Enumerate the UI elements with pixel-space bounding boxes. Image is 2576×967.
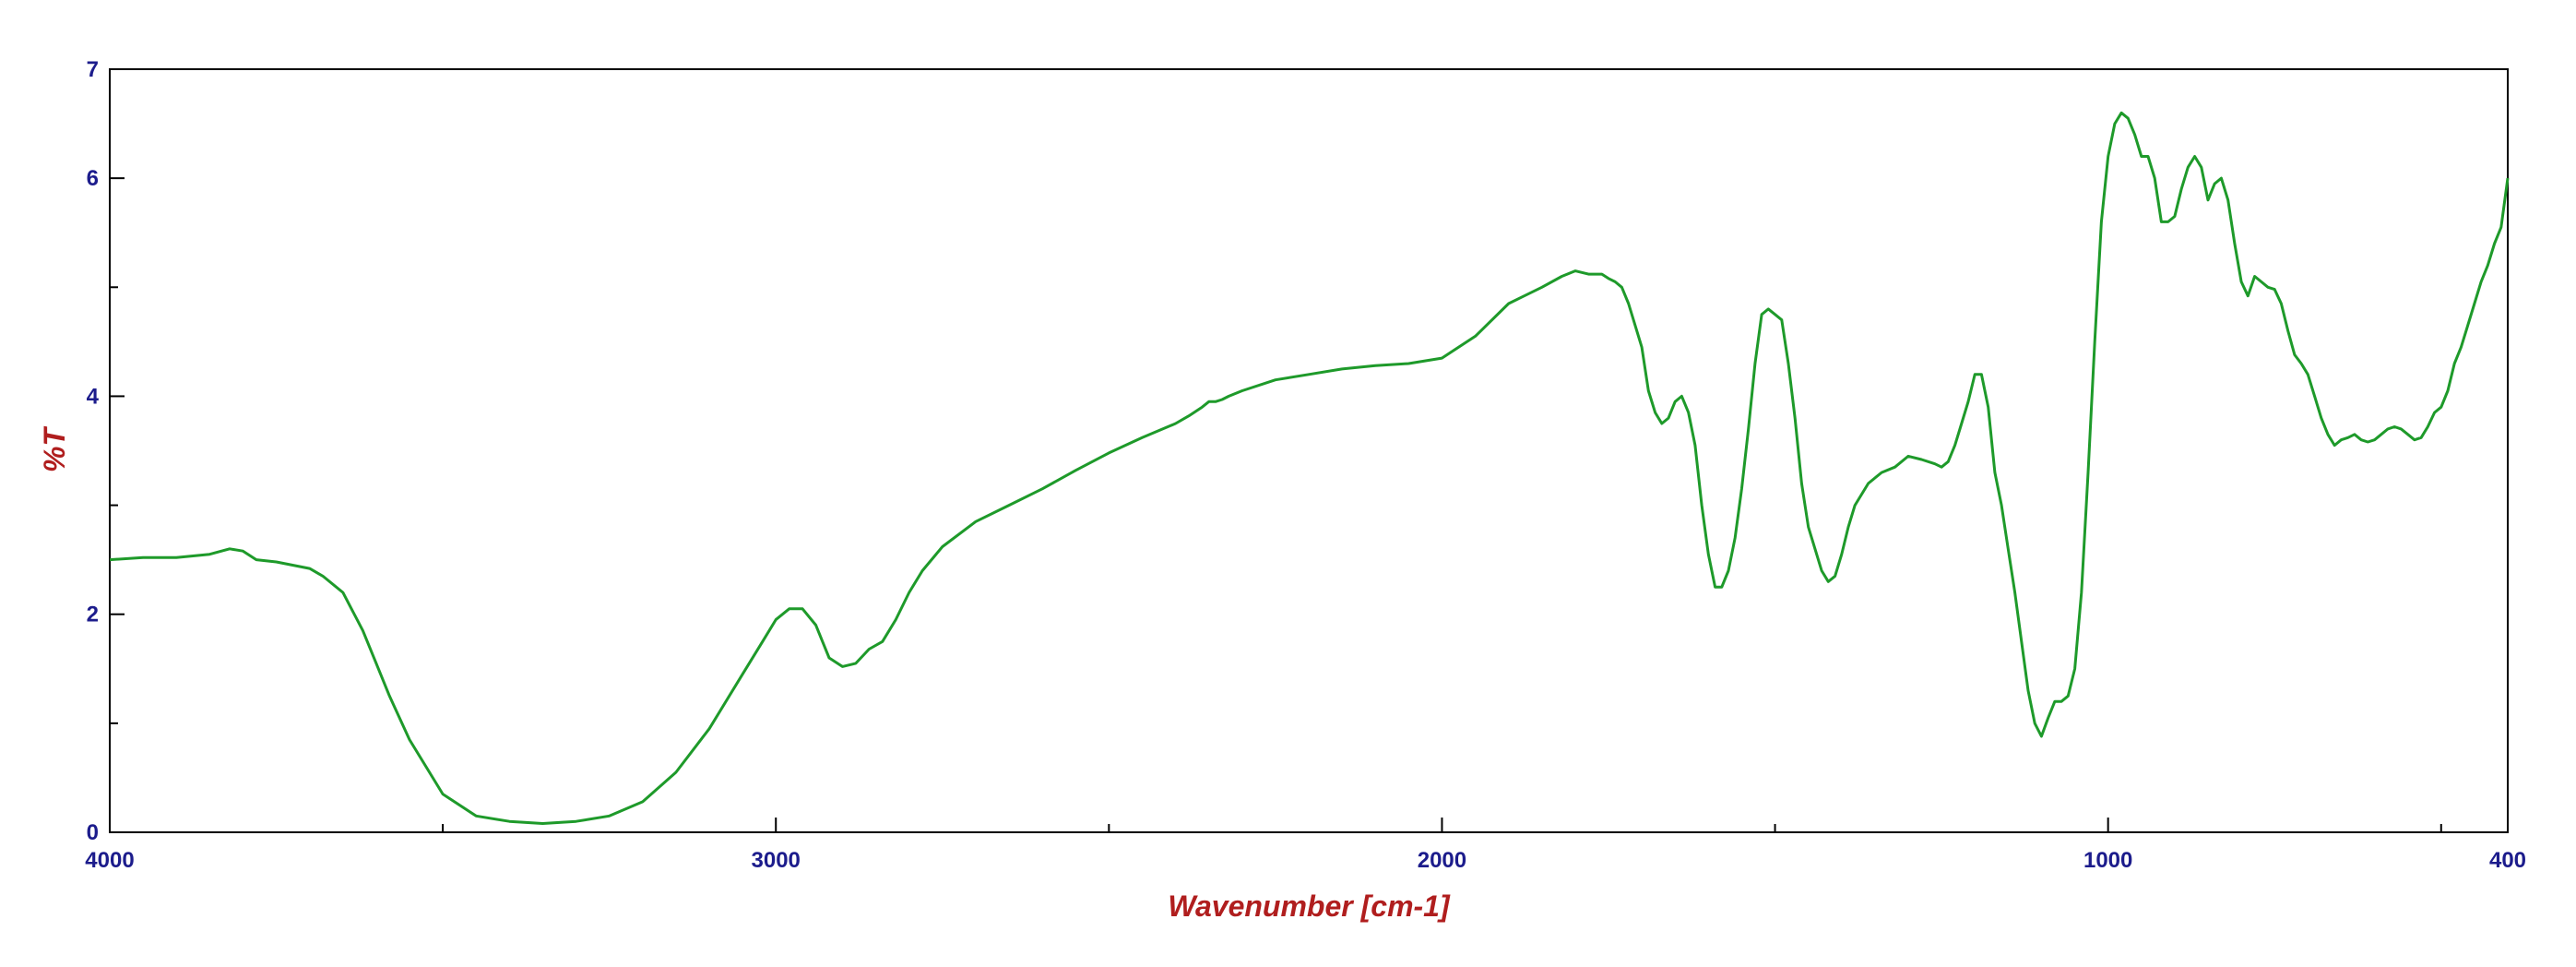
x-tick-label: 1000 bbox=[2083, 848, 2132, 873]
y-tick-label: 0 bbox=[87, 820, 99, 845]
y-tick-label: 4 bbox=[87, 384, 100, 409]
x-tick-label: 4000 bbox=[85, 848, 134, 873]
y-axis-title: %T bbox=[38, 426, 71, 472]
spectrum-line bbox=[109, 111, 2510, 825]
x-tick-label: 400 bbox=[2489, 848, 2526, 873]
x-tick-label: 3000 bbox=[752, 848, 801, 873]
plot-frame bbox=[109, 68, 2509, 833]
x-axis-title: Wavenumber [cm-1] bbox=[1168, 889, 1451, 923]
y-tick-label: 6 bbox=[87, 166, 99, 191]
y-tick-label: 7 bbox=[87, 57, 99, 82]
y-tick-label: 2 bbox=[87, 603, 99, 627]
y-axis-ticks: 0 2 4 6 7 bbox=[87, 57, 125, 845]
x-axis-ticks: 4000 3000 2000 1000 400 bbox=[85, 818, 2526, 873]
x-tick-label: 2000 bbox=[1418, 848, 1466, 873]
